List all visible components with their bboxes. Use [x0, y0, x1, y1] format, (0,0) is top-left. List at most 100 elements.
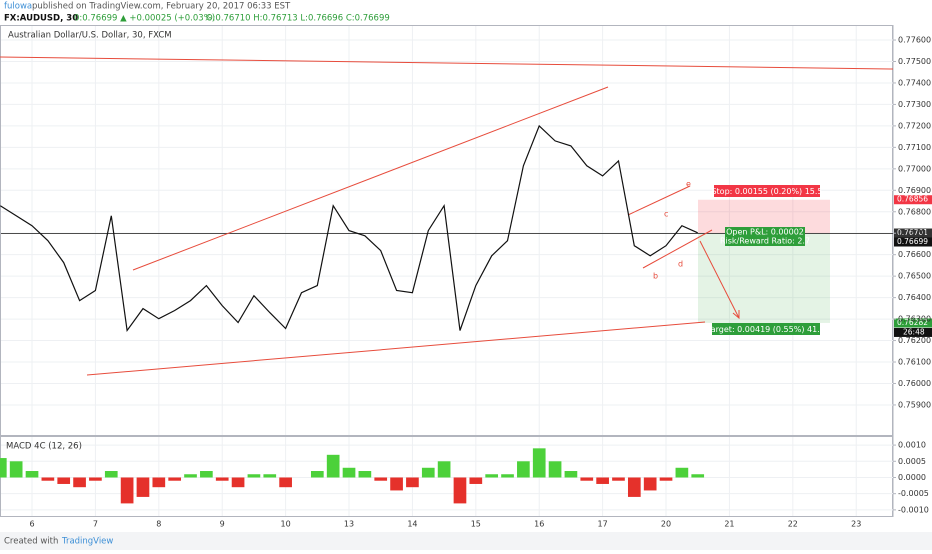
- trend-lines: [0, 56, 894, 376]
- x-tick-label: 10: [281, 520, 291, 529]
- histogram-bar: [564, 471, 578, 478]
- footer: [0, 532, 932, 550]
- trend-line[interactable]: [86, 321, 706, 376]
- price-tag: [894, 195, 932, 205]
- y-tick-label: 0.77400: [898, 78, 931, 87]
- histogram-bar: [659, 477, 673, 481]
- position-labels: Stop: 0.00155 (0.20%) 15.5 Open P&L: 0.0…: [706, 185, 825, 335]
- trend-line[interactable]: [132, 86, 609, 271]
- y-tick-label: 0.77500: [898, 57, 931, 66]
- target-arrow[interactable]: [699, 240, 740, 319]
- y-tick-label: 0.77100: [898, 143, 931, 152]
- histogram-bar: [517, 461, 530, 478]
- histogram-bar: [437, 461, 451, 478]
- y-tick-label: 0.76900: [898, 186, 931, 195]
- x-tick-label: 8: [156, 520, 161, 529]
- x-tick-label: 16: [534, 520, 544, 529]
- histogram-bar: [548, 461, 562, 478]
- histogram-bar: [184, 474, 197, 478]
- macd-title: MACD 4C (12, 26): [6, 442, 82, 452]
- histogram-bar: [453, 477, 467, 504]
- x-tick-label: 15: [471, 520, 481, 529]
- histogram-bar: [0, 458, 7, 478]
- x-tick-label: 22: [788, 520, 798, 529]
- histogram-bar: [675, 467, 689, 478]
- y-tick-label: 0.76800: [898, 207, 931, 216]
- x-tick-label: 9: [220, 520, 225, 529]
- histogram-bar: [390, 477, 403, 491]
- y-tick-label: 0.0000: [898, 473, 926, 482]
- histogram-bar: [406, 477, 419, 488]
- price-tag: [894, 318, 932, 328]
- y-tick-label: 0.76400: [898, 293, 931, 302]
- histogram-bar: [627, 477, 641, 497]
- target-label: Target: 0.00419 (0.55%) 41.9: [706, 325, 825, 334]
- stop-label: Stop: 0.00155 (0.20%) 15.5: [711, 187, 822, 196]
- chart-title: Australian Dollar/U.S. Dollar, 30, FXCM: [8, 31, 172, 41]
- x-tick-label: 13: [344, 520, 354, 529]
- y-tick-label: 0.77200: [898, 121, 931, 130]
- histogram-bar: [310, 471, 324, 478]
- arrow-head: [732, 310, 740, 320]
- y-tick-label: 0.77000: [898, 164, 931, 173]
- histogram-bar: [612, 477, 625, 481]
- y-tick-label: 0.0010: [898, 441, 926, 450]
- histogram-bar: [57, 477, 71, 484]
- x-tick-label: 14: [407, 520, 417, 529]
- histogram-bar: [104, 471, 118, 478]
- y-tick-label: 0.77600: [898, 36, 931, 45]
- y-tick-label: -0.0010: [898, 505, 929, 514]
- histogram-bar: [215, 477, 229, 481]
- trend-line[interactable]: [642, 229, 713, 269]
- footer-created: Created with: [4, 537, 58, 547]
- histogram-bar: [200, 471, 213, 478]
- histogram-bar: [596, 477, 609, 484]
- histogram-bar: [231, 477, 245, 488]
- histogram-bar: [41, 477, 55, 481]
- histogram-bar: [532, 448, 546, 478]
- histogram-bar: [120, 477, 134, 504]
- y-tick-label: -0.0005: [898, 489, 929, 498]
- y-tick-label: 0.76600: [898, 250, 931, 259]
- x-tick-label: 6: [29, 520, 34, 529]
- x-tick-label: 23: [851, 520, 861, 529]
- pnl-label: Open P&L: 0.00002: [726, 228, 804, 237]
- point-labels: b c d e: [653, 180, 691, 281]
- histogram-bar: [73, 477, 86, 488]
- quote: 0:0.76699 ▲ +0.00025 (+0.03%): [74, 14, 215, 24]
- histogram-bar: [358, 471, 372, 478]
- x-tick-label: 21: [724, 520, 734, 529]
- ohlc: O:0.76710 H:0.76713 L:0.76696 C:0.76699: [206, 14, 390, 24]
- histogram-bar: [25, 471, 39, 478]
- trend-line[interactable]: [0, 56, 894, 70]
- histogram-bar: [326, 454, 340, 478]
- histogram-bar: [168, 477, 182, 481]
- histogram-bar: [279, 477, 292, 488]
- y-tick-label: 0.75900: [898, 400, 931, 409]
- author[interactable]: fulowa: [4, 2, 32, 12]
- histogram-bar: [421, 467, 435, 478]
- x-tick-label: 20: [661, 520, 671, 529]
- histogram-bar: [374, 477, 388, 481]
- y-tick-label: 0.76500: [898, 272, 931, 281]
- point-label: e: [686, 180, 691, 189]
- histogram-bar: [580, 477, 594, 481]
- y-tick-label: 0.76300: [898, 315, 931, 324]
- trend-line[interactable]: [627, 185, 691, 216]
- histogram-bar: [89, 477, 102, 481]
- histogram-bar: [263, 474, 277, 478]
- price-tag: [894, 228, 932, 238]
- histogram-bar: [152, 477, 166, 488]
- price-tag: [894, 237, 932, 247]
- point-label: c: [664, 210, 668, 219]
- y-tick-label: 0.77300: [898, 100, 931, 109]
- footer-brand[interactable]: TradingView: [61, 537, 113, 547]
- point-label: b: [653, 272, 658, 281]
- histogram-bar: [485, 474, 499, 478]
- pnl-label-box: [725, 227, 805, 246]
- grid: [1, 26, 893, 516]
- price-tag-label: 0.76282: [897, 318, 928, 327]
- stop-label-box: [714, 185, 820, 197]
